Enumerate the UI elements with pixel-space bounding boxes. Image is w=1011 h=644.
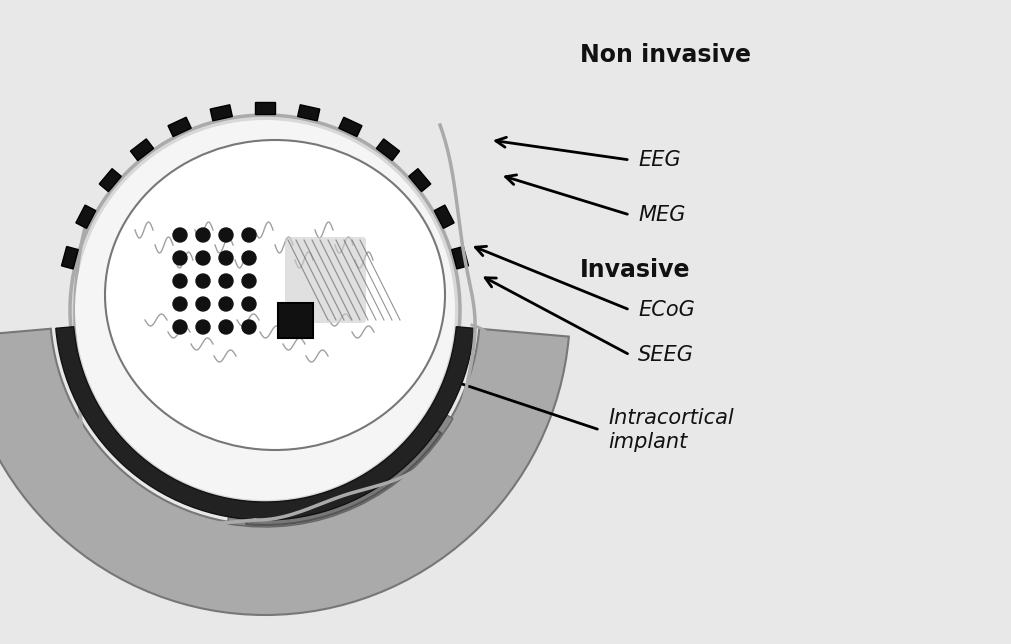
Text: SEEG: SEEG [637,345,694,365]
Bar [434,205,454,229]
Circle shape [196,228,210,242]
Wedge shape [0,328,568,615]
Circle shape [218,320,233,334]
Text: Intracortical
implant: Intracortical implant [608,408,733,451]
Circle shape [218,297,233,311]
Circle shape [218,274,233,288]
Circle shape [218,228,233,242]
Circle shape [173,274,187,288]
Wedge shape [56,327,474,520]
Text: ECoG: ECoG [637,300,695,320]
Circle shape [173,320,187,334]
Text: EEG: EEG [637,150,680,170]
Wedge shape [227,391,453,527]
Text: Non invasive: Non invasive [579,43,750,67]
Circle shape [173,228,187,242]
Wedge shape [246,402,441,525]
Bar [339,117,362,137]
Circle shape [173,297,187,311]
Text: MEG: MEG [637,205,684,225]
Circle shape [70,115,460,505]
Bar [376,139,399,160]
Bar [297,105,319,121]
Circle shape [242,274,256,288]
Bar [99,169,121,192]
Circle shape [173,251,187,265]
Circle shape [196,251,210,265]
Circle shape [196,297,210,311]
Bar [168,117,191,137]
Circle shape [242,320,256,334]
Circle shape [242,228,256,242]
FancyBboxPatch shape [285,237,366,323]
Bar [210,105,233,121]
Circle shape [196,274,210,288]
Bar [76,205,96,229]
Bar [408,169,431,192]
Bar [130,139,154,160]
Bar [278,303,312,338]
Circle shape [75,120,455,500]
Text: Invasive: Invasive [579,258,690,282]
Circle shape [242,297,256,311]
Circle shape [242,251,256,265]
Circle shape [196,320,210,334]
Circle shape [218,251,233,265]
Bar [451,247,468,269]
Bar [62,247,78,269]
Bar [255,102,275,114]
Ellipse shape [105,140,445,450]
